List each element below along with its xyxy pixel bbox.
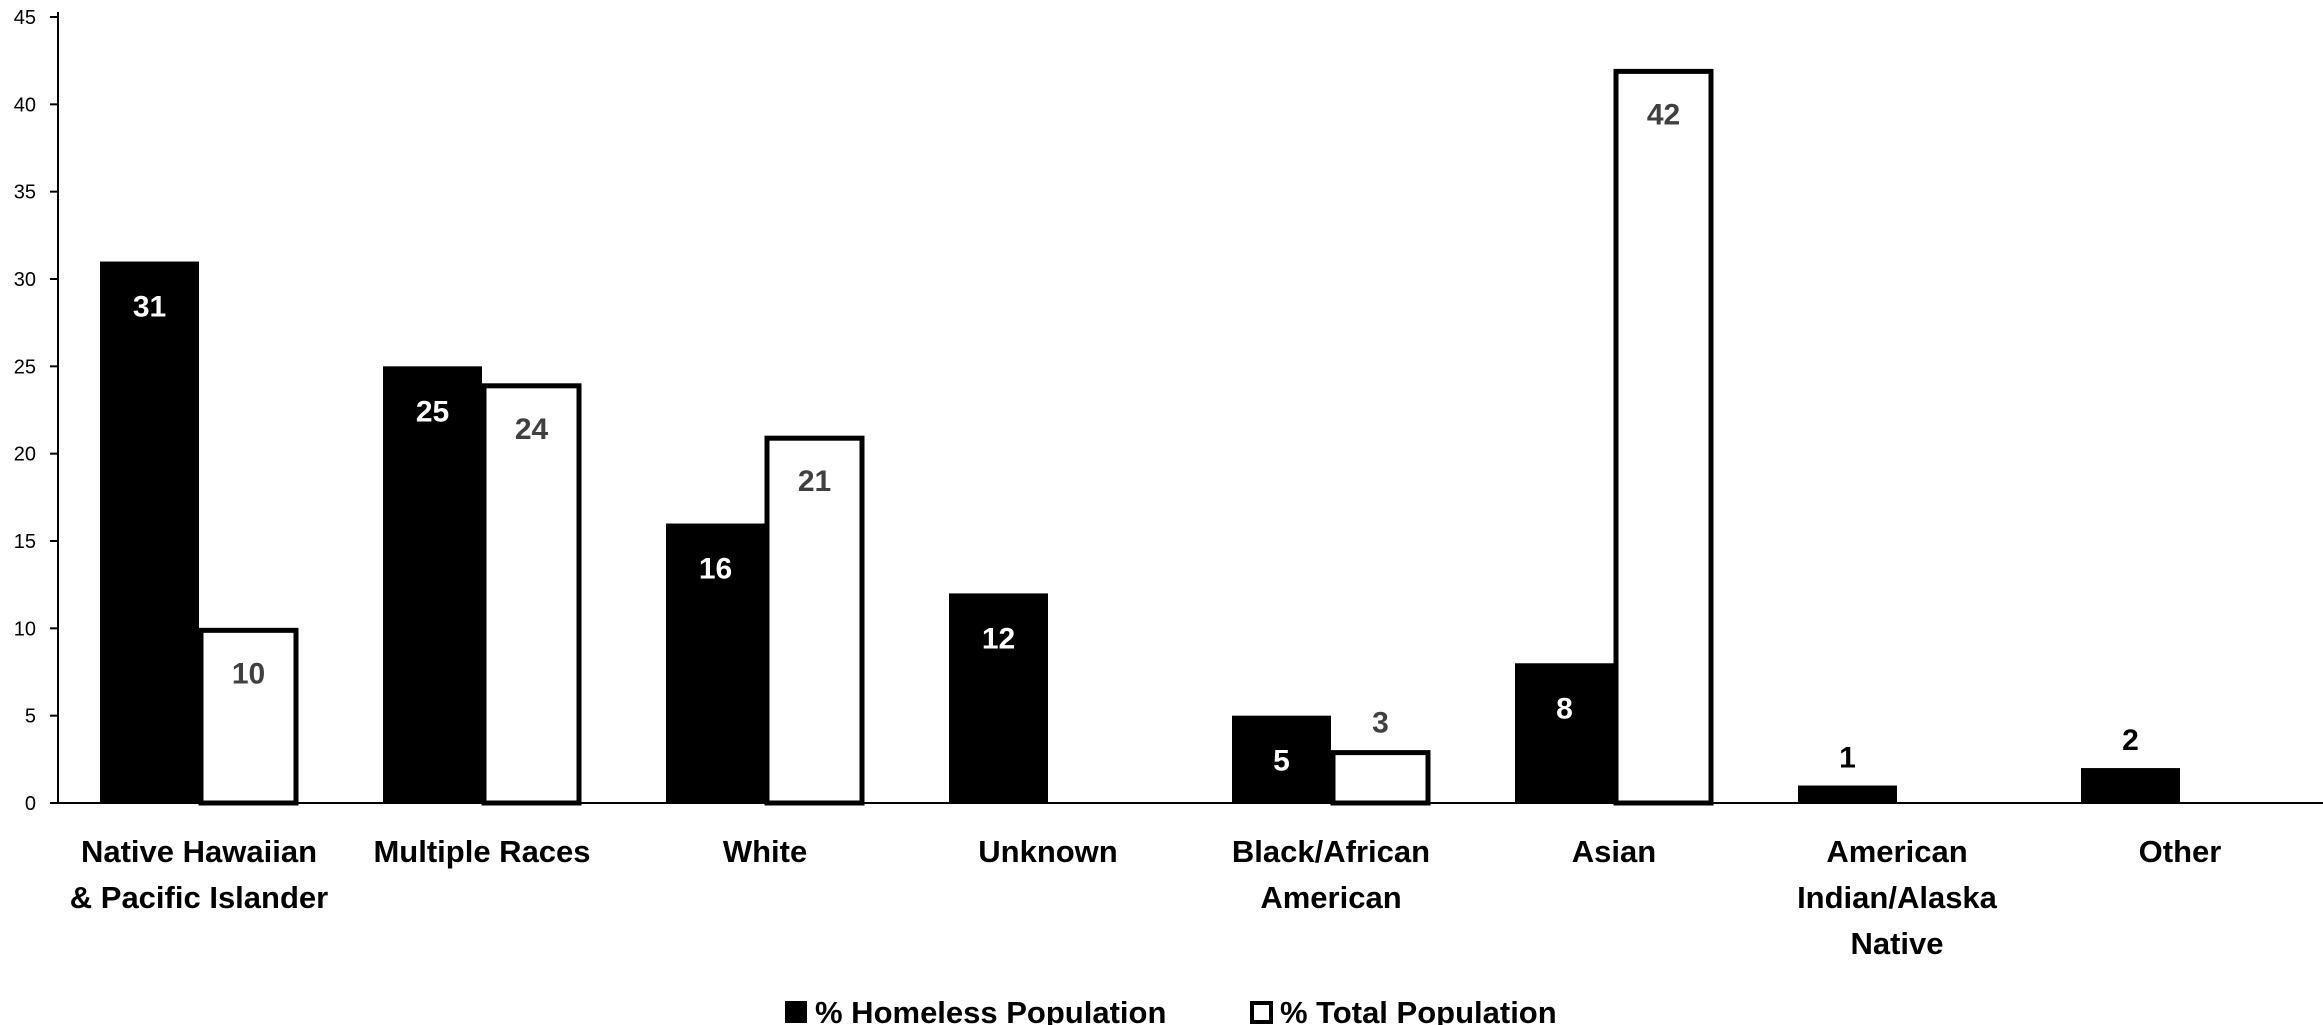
y-tick-label: 40 <box>14 94 36 116</box>
data-label: 5 <box>1273 744 1290 777</box>
bar-total <box>1613 68 1714 806</box>
y-tick-label: 25 <box>14 356 36 378</box>
bar-homeless <box>2081 768 2180 803</box>
category-label: Native Hawaiian <box>81 834 317 869</box>
y-tick-label: 35 <box>14 182 36 204</box>
category-label: Asian <box>1572 834 1656 869</box>
legend-label: % Homeless Population <box>815 995 1166 1025</box>
bar-total <box>198 627 299 806</box>
bar-total <box>481 383 582 806</box>
bar-homeless <box>1798 785 1897 803</box>
category-label: Native <box>1850 926 1943 961</box>
y-tick-label: 20 <box>14 444 36 466</box>
category-label: Indian/Alaska <box>1797 880 1998 915</box>
data-label: 1 <box>1839 742 1856 775</box>
category-label: & Pacific Islander <box>70 880 328 915</box>
data-label: 3 <box>1372 707 1389 740</box>
bar-homeless <box>1232 715 1331 803</box>
y-tick-label: 15 <box>14 531 36 553</box>
bar-total <box>1330 750 1431 806</box>
y-tick-label: 30 <box>14 269 36 291</box>
data-label: 21 <box>798 465 831 498</box>
data-label: 12 <box>982 622 1015 655</box>
legend-swatch <box>785 1001 807 1023</box>
bar-homeless <box>1515 663 1614 803</box>
y-tick-label: 0 <box>25 793 36 815</box>
legend-label: % Total Population <box>1280 995 1557 1025</box>
y-axis-ticks: 0 5 10 15 20 25 30 35 40 45 <box>14 7 58 815</box>
data-label: 25 <box>416 395 449 428</box>
bars <box>100 68 2180 806</box>
bar-homeless <box>666 523 765 803</box>
category-label: White <box>723 834 807 869</box>
category-label: Other <box>2139 834 2222 869</box>
category-label: Multiple Races <box>373 834 590 869</box>
data-label: 16 <box>699 553 732 586</box>
category-labels: Native Hawaiian & Pacific Islander Multipl… <box>70 834 2222 961</box>
bar-homeless <box>100 261 199 803</box>
data-label: 42 <box>1647 98 1680 131</box>
bar-homeless <box>949 593 1048 803</box>
y-tick-label: 45 <box>14 7 36 29</box>
data-label: 2 <box>2122 724 2139 757</box>
legend: % Homeless Population % Total Population <box>785 995 1557 1025</box>
data-label: 24 <box>515 413 549 446</box>
category-label: American <box>1826 834 1967 869</box>
data-label: 8 <box>1556 692 1573 725</box>
category-label: Unknown <box>978 834 1118 869</box>
data-label: 10 <box>232 657 265 690</box>
bar-homeless <box>383 366 482 803</box>
y-tick-label: 10 <box>14 618 36 640</box>
legend-swatch <box>1250 1001 1273 1024</box>
y-tick-label: 5 <box>25 706 36 728</box>
category-label: Black/African <box>1232 834 1430 869</box>
data-label: 31 <box>133 291 166 324</box>
category-label: American <box>1260 880 1401 915</box>
